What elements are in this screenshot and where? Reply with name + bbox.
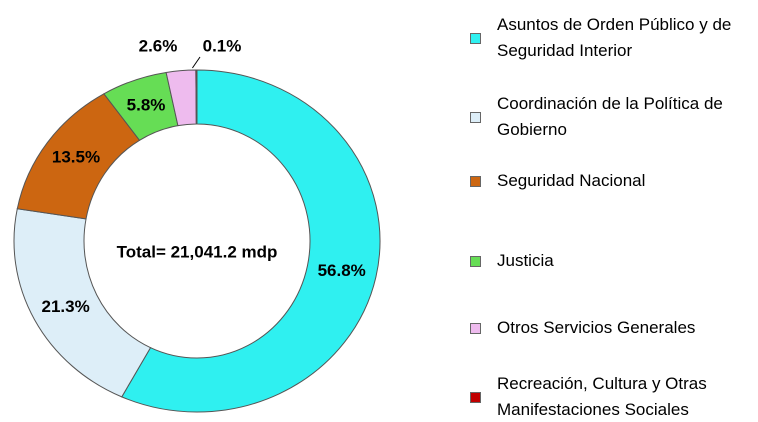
value-label: 21.3% [42,297,90,316]
legend-label: Asuntos de Orden Público y de Seguridad … [497,15,732,60]
value-label: 13.5% [52,148,100,167]
legend-label: Coordinación de la Política de Gobierno [497,94,723,139]
legend-label: Seguridad Nacional [497,171,646,190]
value-label: 2.6% [139,36,178,55]
legend-label: Recreación, Cultura y Otras Manifestacio… [497,374,707,419]
legend-entry: Seguridad Nacional [470,168,758,194]
leader-line [192,56,201,69]
legend-swatch [470,255,481,267]
value-label: 0.1% [203,36,242,55]
slice [195,69,198,125]
legend-swatch [470,322,481,334]
total-label: Total= 21,041.2 mdp [117,242,278,261]
legend-entry: Otros Servicios Generales [470,315,758,341]
legend-entry: Asuntos de Orden Público y de Seguridad … [470,12,758,64]
legend-label: Otros Servicios Generales [497,318,696,337]
legend-swatch [470,175,481,187]
legend-label: Justicia [497,251,554,270]
slice [121,69,381,413]
legend-swatch [470,32,481,44]
legend-entry: Coordinación de la Política de Gobierno [470,91,758,143]
legend-swatch [470,391,481,403]
value-label: 5.8% [127,95,166,114]
legend-entry: Justicia [470,248,758,274]
legend-swatch [470,111,481,123]
value-label: 56.8% [318,261,366,280]
chart: Total= 21,041.2 mdp 56.8% 21.3% 13.5% 5.8% 2… [13,36,381,413]
legend-entry: Recreación, Cultura y Otras Manifestacio… [470,371,758,422]
